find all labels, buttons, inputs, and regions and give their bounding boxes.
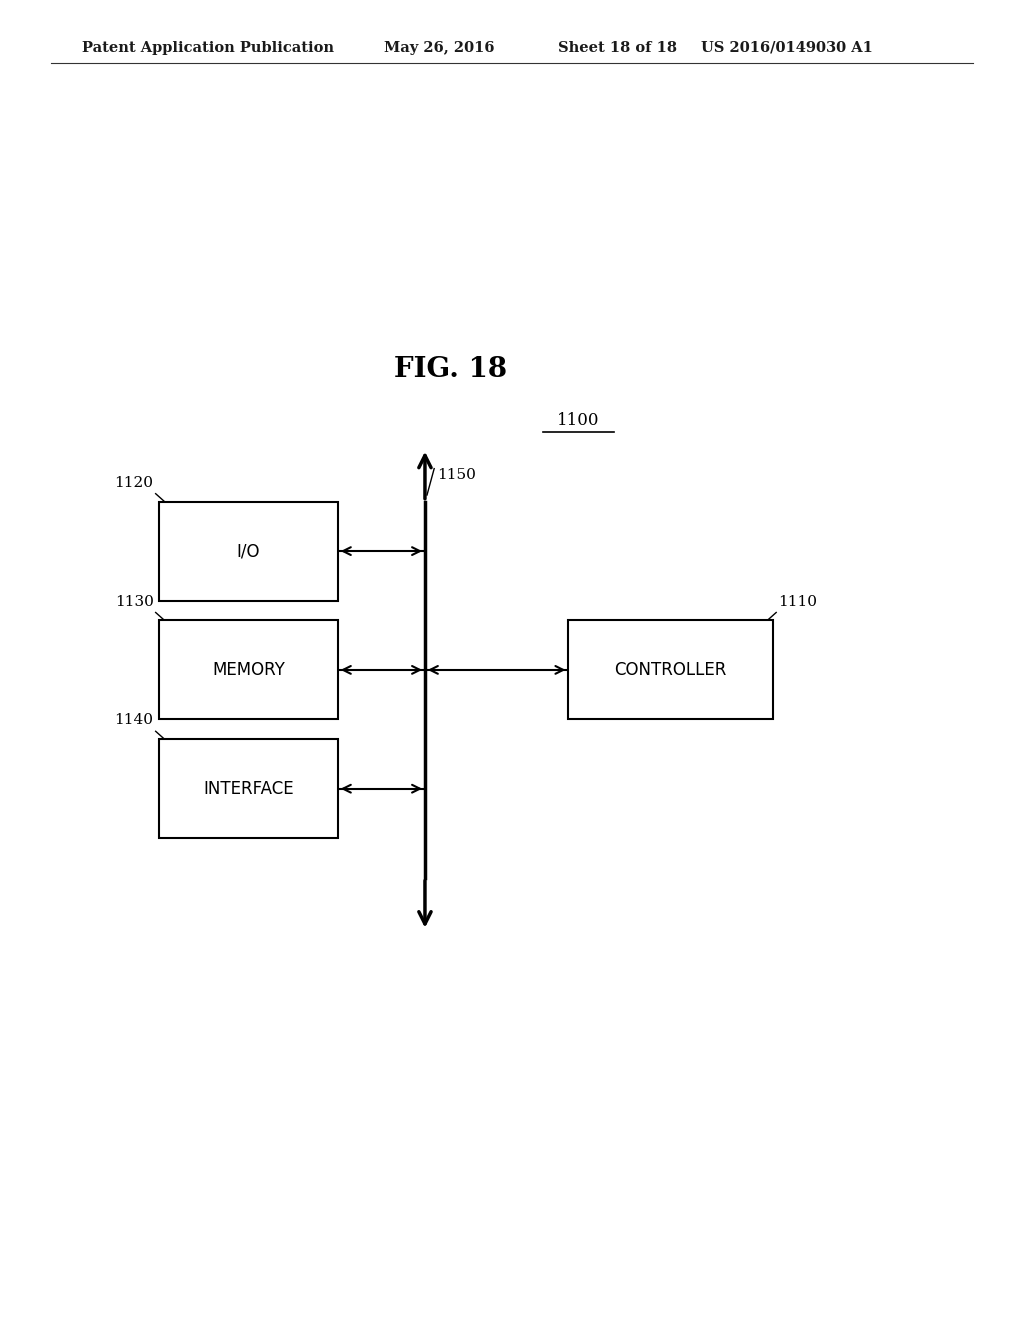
Text: CONTROLLER: CONTROLLER	[614, 661, 727, 678]
Bar	[568, 620, 773, 719]
Text: 1140: 1140	[115, 713, 154, 727]
Text: 1120: 1120	[115, 475, 154, 490]
Text: MEMORY: MEMORY	[212, 661, 285, 678]
Text: INTERFACE: INTERFACE	[203, 780, 294, 797]
Text: US 2016/0149030 A1: US 2016/0149030 A1	[701, 41, 873, 54]
Text: Patent Application Publication: Patent Application Publication	[82, 41, 334, 54]
Text: Sheet 18 of 18: Sheet 18 of 18	[558, 41, 677, 54]
Bar	[159, 620, 338, 719]
Text: May 26, 2016: May 26, 2016	[384, 41, 495, 54]
Text: I/O: I/O	[237, 543, 260, 560]
Bar	[159, 739, 338, 838]
Text: 1150: 1150	[437, 469, 476, 482]
Text: FIG. 18: FIG. 18	[394, 356, 507, 383]
Bar	[159, 502, 338, 601]
Text: 1100: 1100	[557, 412, 600, 429]
Text: 1130: 1130	[115, 594, 154, 609]
Text: 1110: 1110	[778, 594, 817, 609]
